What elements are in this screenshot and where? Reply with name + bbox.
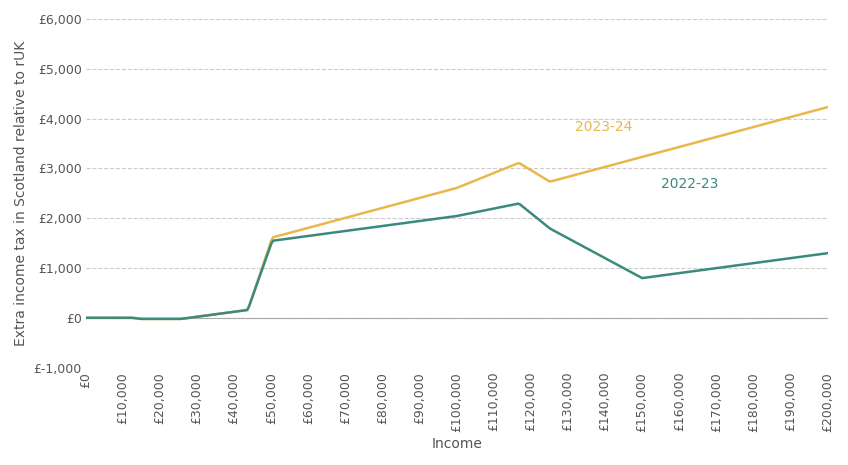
X-axis label: Income: Income	[432, 437, 483, 451]
Text: 2023-24: 2023-24	[576, 120, 633, 134]
Y-axis label: Extra income tax in Scotland relative to rUK: Extra income tax in Scotland relative to…	[14, 40, 28, 346]
Text: 2022-23: 2022-23	[661, 177, 718, 191]
